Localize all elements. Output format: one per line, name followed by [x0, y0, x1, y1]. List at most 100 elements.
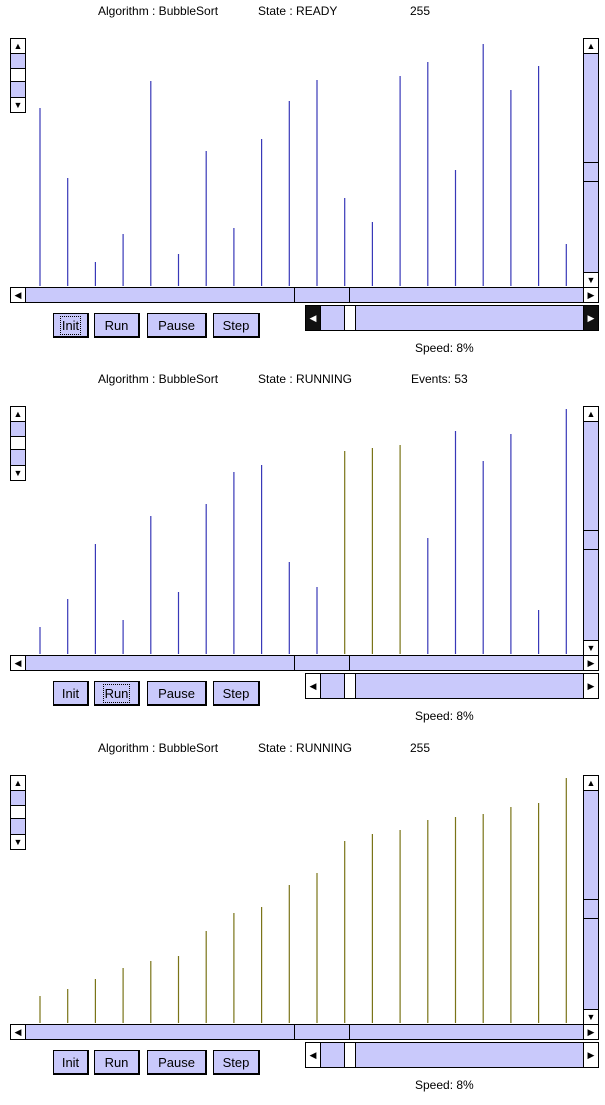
h-scroll-track[interactable]	[25, 1024, 584, 1040]
right-scroll-down-button[interactable]: ▼	[583, 272, 599, 288]
step-button[interactable]: Step	[213, 681, 260, 706]
sort-panel-1: Algorithm : BubbleSort State : READY 255 ▲ ▼…	[0, 0, 605, 365]
left-scroll-down-icon: ▼	[13, 836, 23, 847]
speed-thumb[interactable]	[344, 673, 356, 699]
counter-label: Events: 53	[411, 372, 468, 386]
right-scroll-track[interactable]	[583, 53, 599, 273]
right-scroll-thumb[interactable]	[583, 899, 599, 919]
step-button-label: Step	[222, 317, 250, 333]
sort-panel-2: Algorithm : BubbleSort State : RUNNING Eve…	[0, 368, 605, 733]
speed-increase-icon: ▶	[587, 1049, 595, 1060]
speed-label: Speed: 8%	[415, 341, 474, 355]
speed-decrease-icon: ◀	[309, 1049, 317, 1060]
speed-decrease-button[interactable]: ◀	[305, 673, 321, 699]
speed-increase-button[interactable]: ▶	[583, 305, 599, 331]
left-scroll-up-icon: ▲	[13, 777, 23, 788]
right-scroll-thumb[interactable]	[583, 530, 599, 550]
speed-increase-button[interactable]: ▶	[583, 673, 599, 699]
pause-button-label: Pause	[158, 317, 195, 333]
left-scroll-down-icon: ▼	[13, 467, 23, 478]
h-scroll-right-button[interactable]: ▶	[583, 287, 599, 303]
state-label: State : READY	[258, 4, 338, 18]
h-scroll-right-icon: ▶	[587, 289, 595, 300]
h-scroll-right-button[interactable]: ▶	[583, 1024, 599, 1040]
left-scroll-track[interactable]	[10, 421, 26, 466]
init-button[interactable]: Init	[53, 681, 89, 706]
right-scroll-track[interactable]	[583, 421, 599, 641]
h-scroll-track[interactable]	[25, 655, 584, 671]
speed-decrease-icon: ◀	[309, 680, 317, 691]
speed-decrease-button[interactable]: ◀	[305, 305, 321, 331]
state-label: State : RUNNING	[258, 372, 353, 386]
h-scroll-thumb[interactable]	[294, 287, 350, 303]
pause-button[interactable]: Pause	[147, 313, 207, 338]
right-scroll-up-button[interactable]: ▲	[583, 38, 599, 54]
step-button-label: Step	[222, 1054, 250, 1070]
bar-chart	[39, 44, 567, 286]
h-scroll-thumb[interactable]	[294, 1024, 350, 1040]
h-scroll-left-button[interactable]: ◀	[10, 655, 26, 671]
init-button-label: Init	[59, 315, 82, 335]
left-scroll-up-button[interactable]: ▲	[10, 406, 26, 422]
sort-panel-3: Algorithm : BubbleSort State : RUNNING 255…	[0, 737, 605, 1102]
speed-track[interactable]	[320, 673, 584, 699]
bar-chart	[39, 409, 567, 654]
h-scroll-right-icon: ▶	[587, 657, 595, 668]
left-scroll-track[interactable]	[10, 53, 26, 98]
right-scroll-up-button[interactable]: ▲	[583, 406, 599, 422]
left-scroll-down-button[interactable]: ▼	[10, 465, 26, 481]
algorithm-label: Algorithm : BubbleSort	[98, 741, 219, 755]
right-scroll-down-button[interactable]: ▼	[583, 640, 599, 656]
h-scroll-left-button[interactable]: ◀	[10, 1024, 26, 1040]
left-scroll-thumb[interactable]	[10, 68, 26, 82]
init-button[interactable]: Init	[53, 313, 89, 338]
step-button[interactable]: Step	[213, 1050, 260, 1075]
speed-label: Speed: 8%	[415, 1078, 474, 1092]
h-scroll-left-button[interactable]: ◀	[10, 287, 26, 303]
speed-decrease-button[interactable]: ◀	[305, 1042, 321, 1068]
right-scroll-down-button[interactable]: ▼	[583, 1009, 599, 1025]
h-scroll-track[interactable]	[25, 287, 584, 303]
left-scroll-up-icon: ▲	[13, 40, 23, 51]
right-scroll-up-icon: ▲	[586, 40, 596, 51]
speed-thumb[interactable]	[344, 305, 356, 331]
speed-track[interactable]	[320, 305, 584, 331]
left-scroll-thumb[interactable]	[10, 805, 26, 819]
h-scroll-left-icon: ◀	[14, 1026, 22, 1037]
left-scroll-up-icon: ▲	[13, 408, 23, 419]
pause-button[interactable]: Pause	[147, 681, 207, 706]
right-scroll-up-button[interactable]: ▲	[583, 775, 599, 791]
init-button-label: Init	[61, 1054, 80, 1070]
left-scroll-down-button[interactable]: ▼	[10, 834, 26, 850]
h-scroll-thumb[interactable]	[294, 655, 350, 671]
speed-track[interactable]	[320, 1042, 584, 1068]
speed-decrease-icon: ◀	[309, 312, 317, 323]
left-scroll-down-icon: ▼	[13, 99, 23, 110]
right-scroll-down-icon: ▼	[586, 642, 596, 653]
status-line: Algorithm : BubbleSort State : RUNNING Eve…	[0, 372, 605, 388]
right-scroll-thumb[interactable]	[583, 162, 599, 182]
run-button-label: Run	[104, 1054, 129, 1070]
speed-increase-button[interactable]: ▶	[583, 1042, 599, 1068]
init-button-label: Init	[61, 685, 80, 701]
speed-thumb[interactable]	[344, 1042, 356, 1068]
status-line: Algorithm : BubbleSort State : RUNNING 255	[0, 741, 605, 757]
left-scroll-up-button[interactable]: ▲	[10, 38, 26, 54]
right-scroll-track[interactable]	[583, 790, 599, 1010]
init-button[interactable]: Init	[53, 1050, 89, 1075]
step-button[interactable]: Step	[213, 313, 260, 338]
pause-button[interactable]: Pause	[147, 1050, 207, 1075]
run-button[interactable]: Run	[94, 1050, 140, 1075]
speed-increase-icon: ▶	[587, 680, 595, 691]
run-button[interactable]: Run	[94, 313, 140, 338]
left-scroll-thumb[interactable]	[10, 436, 26, 450]
left-scroll-track[interactable]	[10, 790, 26, 835]
counter-label: 255	[410, 4, 431, 18]
right-scroll-up-icon: ▲	[586, 777, 596, 788]
algorithm-label: Algorithm : BubbleSort	[98, 372, 219, 386]
h-scroll-right-button[interactable]: ▶	[583, 655, 599, 671]
run-button[interactable]: Run	[94, 681, 140, 706]
left-scroll-down-button[interactable]: ▼	[10, 97, 26, 113]
status-line: Algorithm : BubbleSort State : READY 255	[0, 4, 605, 20]
left-scroll-up-button[interactable]: ▲	[10, 775, 26, 791]
